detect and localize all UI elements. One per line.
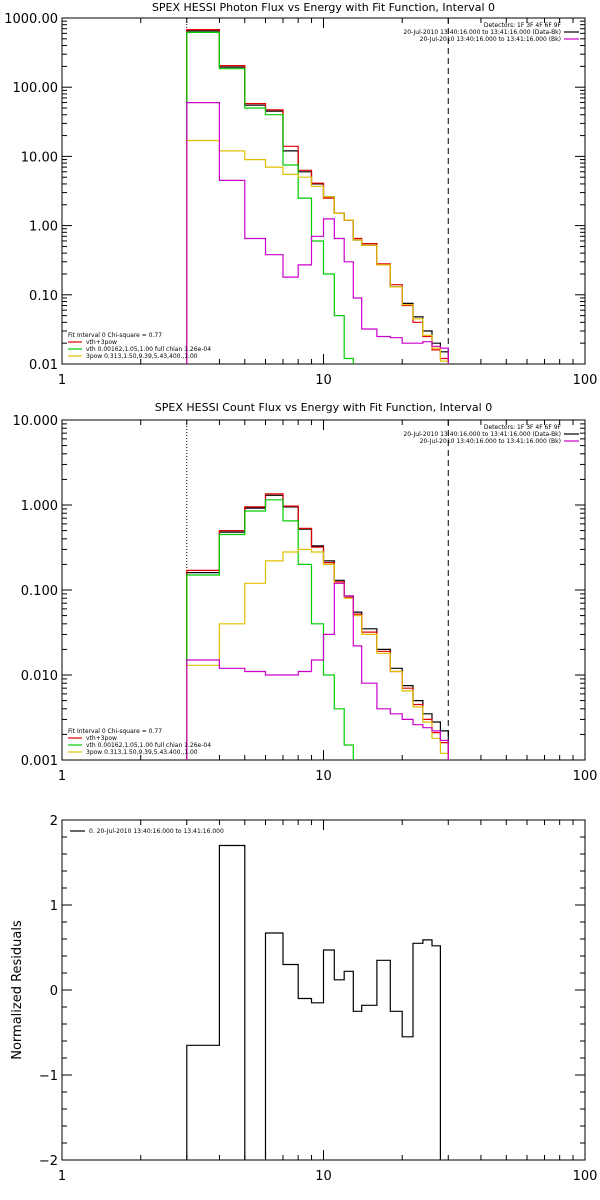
legend-entry: vth 0.00162,1.05,1.00 full chian 1.26e-0…: [86, 742, 211, 749]
legend-entry: 3pow 0.313,1.50,9.39,5.43,400.,1.00: [86, 749, 198, 756]
series-line-5: [186, 582, 449, 760]
series-line-2: [186, 493, 449, 760]
y-tick-label: −2: [39, 1154, 58, 1169]
legend-entry: Detectors: 1F 3F 4F 6F 9F: [484, 22, 562, 29]
y-tick-label: 100.00: [13, 81, 59, 96]
series-line-4: [186, 139, 449, 364]
y-tick-label: 0: [50, 984, 58, 999]
series-line-2: [186, 29, 449, 364]
x-tick-label: 1: [58, 1169, 66, 1184]
panel-1: SPEX HESSI Photon Flux vs Energy with Fi…: [4, 1, 597, 388]
x-tick-label: 1: [58, 769, 66, 784]
x-tick-label: 100: [573, 769, 598, 784]
legend-entry: 20-Jul-2010 13:40:16.000 to 13:41:16.000…: [420, 438, 561, 445]
legend-entry: vth+3pow: [86, 339, 117, 346]
x-tick-label: 100: [573, 1169, 598, 1184]
legend-entry: vth+3pow: [86, 735, 117, 742]
chart-title: SPEX HESSI Photon Flux vs Energy with Fi…: [152, 1, 495, 14]
y-tick-label: 10.00: [21, 150, 58, 165]
plot-frame: [61, 419, 586, 761]
y-tick-label: 0.01: [29, 358, 58, 373]
series-line-1: [186, 844, 441, 1160]
x-tick-label: 10: [315, 1169, 332, 1184]
y-tick-label: 1.000: [21, 499, 58, 514]
series-line-1: [186, 30, 449, 364]
legend-entry: Fit Interval 0 Chi-square = 0.77: [68, 332, 162, 339]
y-tick-label: 1.00: [29, 220, 58, 235]
y-tick-label: 2: [50, 814, 58, 829]
legend-entry: 0. 20-Jul-2010 13:40:16.000 to 13:41:16.…: [89, 828, 224, 835]
y-tick-label: 0.100: [21, 584, 58, 599]
y-tick-label: 0.001: [21, 754, 58, 769]
legend-entry: Detectors: 1F 3F 4F 6F 9F: [484, 424, 562, 431]
y-tick-label: 10.000: [13, 414, 59, 429]
legend-entry: 20-Jul-2010 13:40:16.000 to 13:41:16.000…: [420, 36, 561, 43]
x-tick-label: 10: [315, 373, 332, 388]
y-axis-label: Normalized Residuals: [10, 920, 25, 1060]
y-tick-label: 1000.00: [4, 12, 58, 27]
x-tick-label: 10: [315, 769, 332, 784]
y-tick-label: 1: [50, 899, 58, 914]
series-line-3: [186, 499, 449, 760]
y-tick-label: 0.010: [21, 669, 58, 684]
legend-entry: 20-Jul-2010 13:40:16.000 to 13:41:16.000…: [403, 431, 561, 438]
chart-title: SPEX HESSI Count Flux vs Energy with Fit…: [155, 401, 492, 414]
panel-2: SPEX HESSI Count Flux vs Energy with Fit…: [13, 401, 598, 784]
series-line-3: [186, 31, 449, 364]
series-line-4: [186, 548, 449, 760]
legend-entry: Fit Interval 0 Chi-square = 0.77: [68, 728, 162, 735]
series-line-5: [186, 102, 449, 364]
legend-entry: 3pow 0.313,1.50,9.39,5.43,400.,1.00: [86, 353, 198, 360]
x-tick-label: 100: [573, 373, 598, 388]
legend-entry: 20-Jul-2010 13:40:16.000 to 13:41:16.000…: [403, 29, 561, 36]
y-tick-label: 0.10: [29, 289, 58, 304]
x-tick-label: 1: [58, 373, 66, 388]
y-tick-label: −1: [39, 1069, 58, 1084]
legend-entry: vth 0.00162,1.05,1.00 full chian 1.26e-0…: [86, 346, 211, 353]
